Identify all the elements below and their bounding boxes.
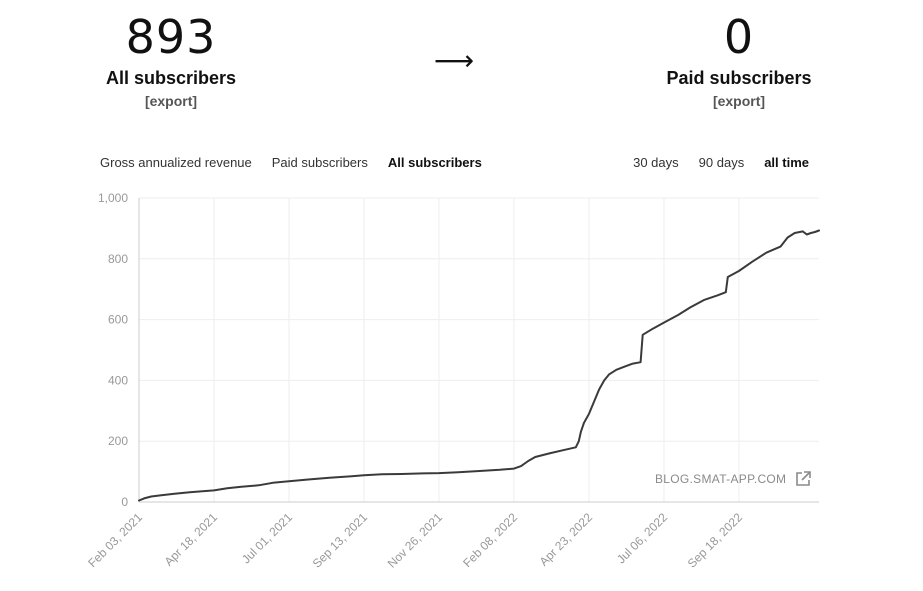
all-subscribers-stat: 893 All subscribers [export] <box>71 8 271 109</box>
range-30-days[interactable]: 30 days <box>633 155 679 170</box>
y-tick-label: 1,000 <box>98 191 128 205</box>
tab-all-subscribers[interactable]: All subscribers <box>387 155 482 170</box>
paid-subscribers-stat: 0 Paid subscribers [export] <box>639 8 839 109</box>
arrow-right-icon: ⟶ <box>434 44 475 77</box>
metric-tabs: Gross annualized revenue Paid subscriber… <box>100 155 482 170</box>
y-tick-label: 800 <box>108 252 128 266</box>
export-all-subscribers-link[interactable]: [export] <box>144 93 198 109</box>
range-all-time[interactable]: all time <box>764 155 809 170</box>
x-tick-label: Sep 18, 2022 <box>685 510 746 571</box>
series-line <box>138 229 820 502</box>
external-link-icon <box>796 471 812 486</box>
x-tick-label: Feb 03, 2021 <box>85 510 145 570</box>
y-tick-label: 200 <box>108 434 128 448</box>
x-tick-label: Jul 01, 2021 <box>239 510 295 566</box>
all-subscribers-label: All subscribers <box>105 68 237 88</box>
export-paid-subscribers-link[interactable]: [export] <box>712 93 766 109</box>
time-range-selector: 30 days 90 days all time <box>633 155 809 170</box>
watermark-text: BLOG.SMAT-APP.COM <box>655 472 787 486</box>
paid-subscribers-label: Paid subscribers <box>666 68 812 88</box>
all-subscribers-count: 893 <box>125 10 217 64</box>
x-tick-label: Sep 13, 2021 <box>310 510 371 571</box>
tab-paid-subscribers[interactable]: Paid subscribers <box>271 155 368 170</box>
x-tick-label: Feb 08, 2022 <box>460 510 520 570</box>
paid-subscribers-count: 0 <box>723 10 755 64</box>
x-tick-label: Jul 06, 2022 <box>614 510 670 566</box>
y-tick-label: 0 <box>121 495 128 509</box>
y-tick-label: 600 <box>108 313 128 327</box>
range-90-days[interactable]: 90 days <box>698 155 745 170</box>
x-tick-label: Apr 18, 2021 <box>162 510 221 569</box>
watermark: BLOG.SMAT-APP.COM <box>655 470 812 488</box>
y-tick-label: 400 <box>108 373 128 387</box>
x-tick-label: Apr 23, 2022 <box>537 510 596 569</box>
tab-gross-annualized-revenue[interactable]: Gross annualized revenue <box>100 155 252 170</box>
x-tick-label: Nov 26, 2021 <box>385 510 446 571</box>
